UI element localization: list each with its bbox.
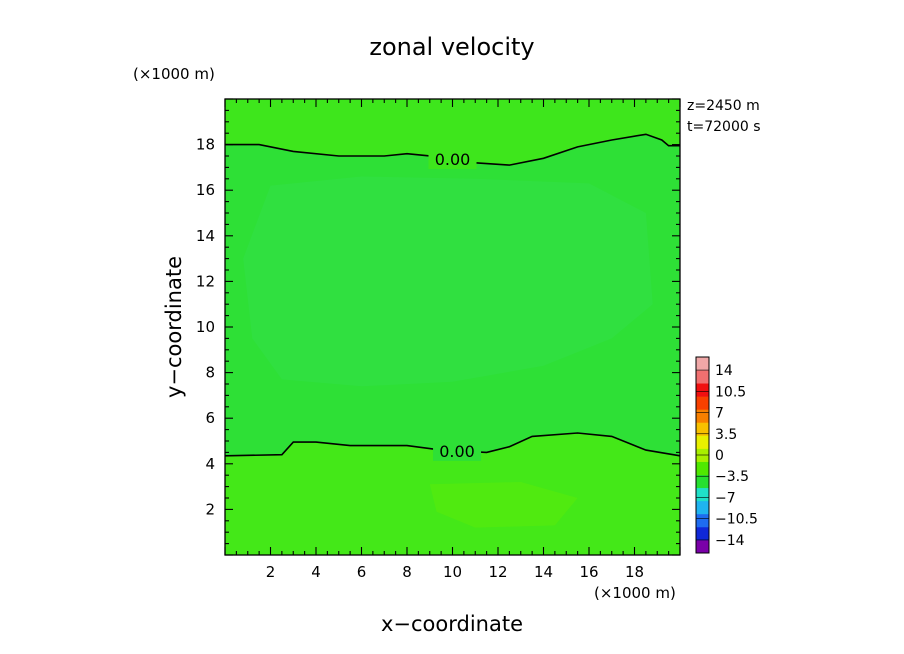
x-tick-label: 16	[579, 563, 598, 581]
colorbar-label: 10.5	[715, 384, 746, 400]
y-tick-label: 4	[205, 455, 215, 473]
x-tick-label: 14	[534, 563, 553, 581]
y-unit-label: (×1000 m)	[133, 65, 215, 83]
y-tick-label: 10	[196, 318, 215, 336]
colorbar-swatch	[696, 513, 709, 528]
x-tick-label: 4	[311, 563, 321, 581]
colorbar-swatch	[696, 461, 709, 475]
colorbar-label: 14	[715, 363, 733, 379]
x-axis-label: x−coordinate	[381, 612, 523, 636]
x-tick-label: 6	[357, 563, 367, 581]
colorbar-label: −14	[715, 533, 745, 549]
colorbar-swatch	[696, 383, 709, 397]
colorbar-swatch	[696, 526, 709, 541]
x-unit-label: (×1000 m)	[594, 584, 676, 602]
plot-area: 0.00 0.00 2 4 6 8 10 12 14 16 18 2 4 6 8 10 12 14 16 18	[196, 98, 681, 581]
x-tick-label: 8	[402, 563, 412, 581]
colorbar-swatch	[696, 474, 709, 489]
field-center-light	[243, 176, 653, 387]
colorbar-swatch	[696, 370, 709, 384]
colorbar-swatch	[696, 487, 709, 502]
contour-label-backing	[428, 149, 477, 170]
y-tick-label: 14	[196, 227, 215, 245]
colorbar-label: −10.5	[715, 512, 758, 528]
colorbar-label: 7	[715, 406, 724, 422]
colorbar-swatch	[696, 409, 709, 423]
colorbar-swatch	[696, 539, 709, 554]
x-tick-label: 10	[443, 563, 462, 581]
colorbar-label: 0	[715, 448, 724, 464]
x-tick-label: 12	[488, 563, 507, 581]
colorbar: 14 10.5 7 3.5 0 −3.5 −7 −10.5 −14	[695, 356, 758, 554]
y-tick-label: 12	[196, 272, 215, 290]
y-tick-label: 6	[205, 409, 215, 427]
contour-line	[225, 133, 680, 166]
y-axis-label: y−coordinate	[162, 256, 186, 398]
colorbar-label: −7	[715, 490, 736, 506]
colorbar-swatch	[696, 422, 709, 436]
colorbar-label: −3.5	[715, 469, 749, 485]
colorbar-swatch	[696, 435, 709, 449]
colorbar-label: 3.5	[715, 427, 737, 443]
x-tick-label: 18	[625, 563, 644, 581]
colorbar-swatch	[696, 357, 709, 371]
contour-label: 0.00	[439, 442, 475, 461]
field-top-band	[225, 99, 680, 166]
chart-title: zonal velocity	[369, 33, 534, 61]
axis-ticks: 2 4 6 8 10 12 14 16 18 2 4 6 8 10 12 14 16 18	[196, 98, 681, 581]
info-z: z=2450 m	[687, 98, 760, 114]
field-bottom-patch	[429, 482, 578, 528]
y-tick-label: 8	[205, 364, 215, 382]
colorbar-swatch	[696, 396, 709, 410]
contour-label-backing	[433, 440, 482, 461]
colorbar-swatch	[696, 500, 709, 515]
y-tick-label: 16	[196, 181, 215, 199]
contour-label: 0.00	[435, 150, 471, 169]
y-tick-label: 2	[205, 500, 215, 518]
contour-lines: 0.00 0.00	[224, 133, 681, 461]
y-tick-label: 18	[196, 136, 215, 154]
x-tick-label: 2	[266, 563, 276, 581]
info-t: t=72000 s	[687, 119, 761, 135]
